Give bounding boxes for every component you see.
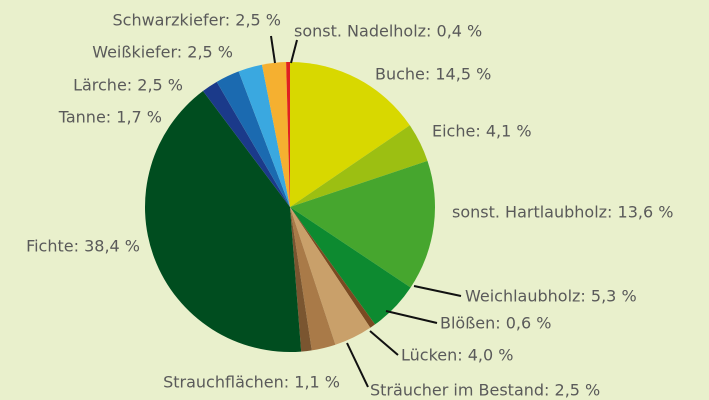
pie-slice [290, 62, 410, 207]
slice-label: Lärche: 2,5 % [73, 76, 183, 95]
pie-slice [290, 207, 376, 328]
pie-slice [286, 62, 290, 207]
slice-label: Fichte: 38,4 % [26, 237, 140, 256]
leader-lines [270, 35, 462, 388]
slice-label: Tanne: 1,7 % [58, 108, 162, 127]
slice-label: Schwarzkiefer: 2,5 % [113, 11, 282, 30]
slice-label: sonst. Nadelholz: 0,4 % [294, 22, 482, 41]
slice-label: Weißkiefer: 2,5 % [92, 43, 233, 62]
slice-label: Blößen: 0,6 % [440, 314, 551, 333]
pie-slice [261, 62, 290, 208]
slice-label: Strauchflächen: 1,1 % [163, 373, 340, 392]
pie-slice [238, 64, 290, 208]
leader-line [270, 35, 276, 64]
leader-line [369, 330, 399, 356]
leader-line [346, 342, 369, 388]
pie-slice [216, 71, 290, 207]
leader-line [413, 285, 462, 297]
pie-slice [144, 91, 302, 353]
slice-label: sonst. Hartlaubholz: 13,6 % [452, 203, 673, 222]
pie-slice [290, 160, 435, 288]
pie-slice [290, 125, 428, 207]
leader-line [290, 39, 298, 64]
pie-slice [202, 81, 290, 207]
pie-slice [290, 207, 371, 345]
slice-label: Lücken: 4,0 % [401, 346, 513, 365]
pie-slice [290, 207, 312, 352]
pie-slice [290, 207, 411, 325]
slice-label: Weichlaubholz: 5,3 % [465, 287, 637, 306]
slice-label: Buche: 14,5 % [375, 65, 491, 84]
pie-slice [290, 207, 336, 351]
slice-label: Sträucher im Bestand: 2,5 % [370, 381, 600, 400]
slice-label: Eiche: 4,1 % [432, 122, 532, 141]
leader-line [385, 310, 438, 324]
